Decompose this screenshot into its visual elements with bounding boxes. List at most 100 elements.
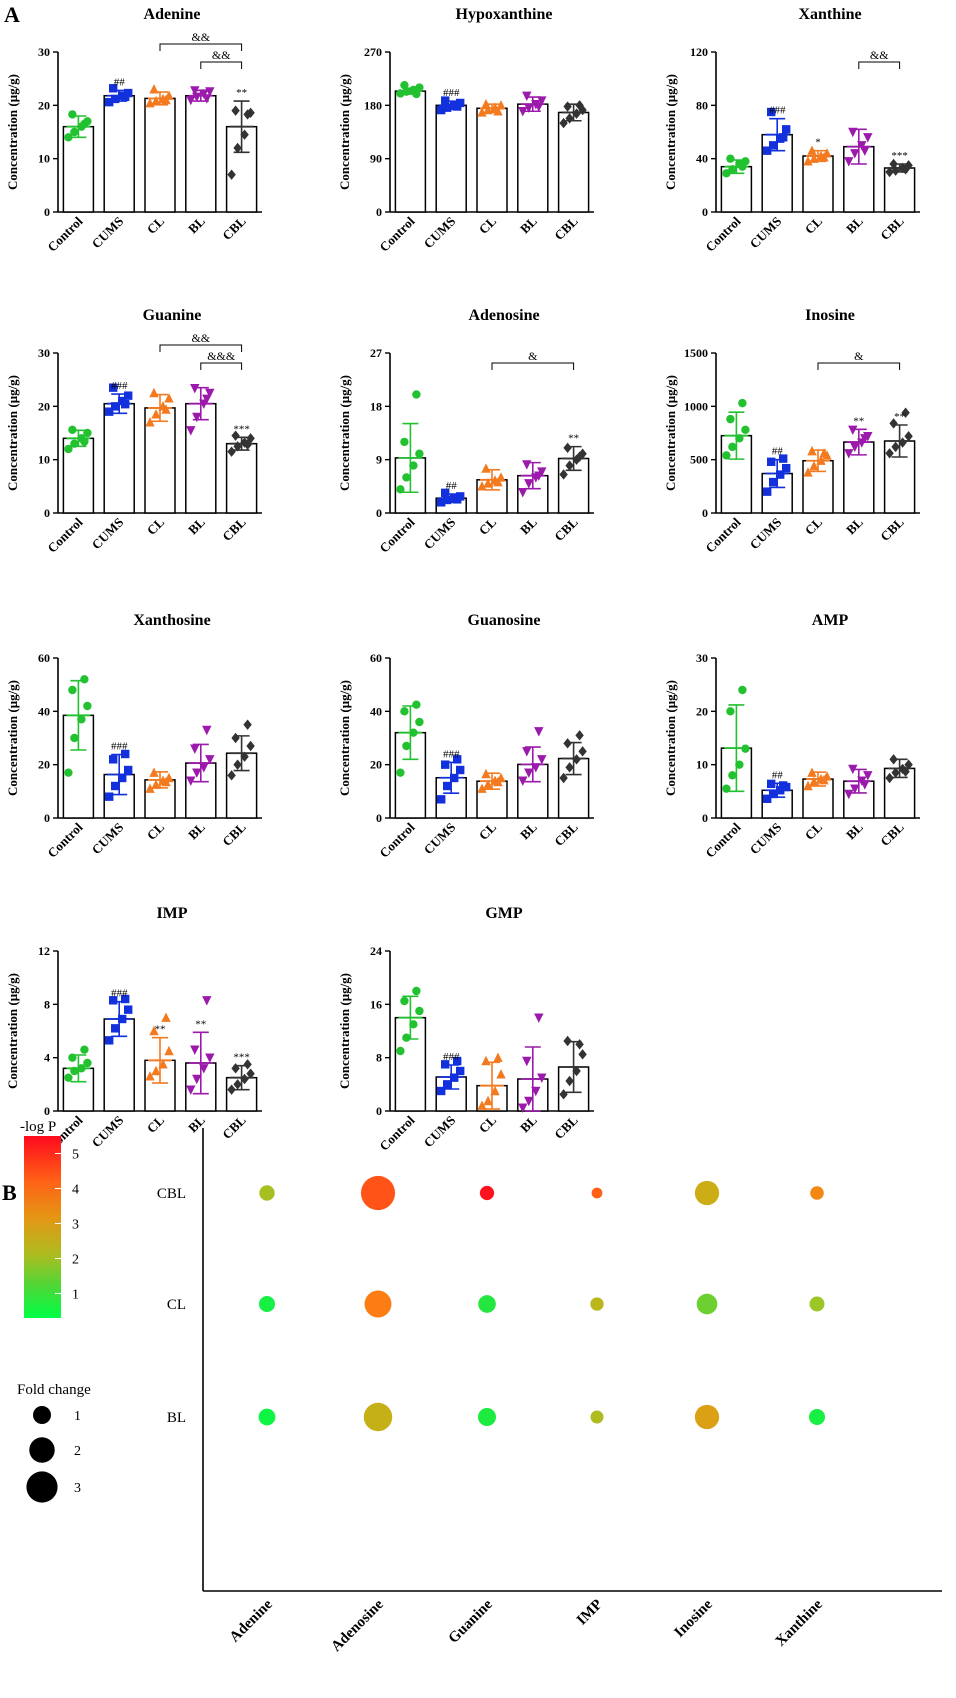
data-point: [565, 113, 574, 124]
data-point: [121, 994, 130, 1004]
y-axis-label: Concentration (μg/g): [337, 973, 352, 1089]
data-point: [496, 1069, 506, 1079]
data-point: [524, 1096, 534, 1107]
data-point: [124, 1005, 133, 1014]
data-point: [726, 154, 735, 163]
significance-label: ###: [111, 741, 128, 753]
significance-label: ##: [114, 76, 126, 88]
data-point: [738, 398, 747, 408]
data-point: [190, 86, 200, 96]
data-point: [396, 1046, 405, 1056]
data-point: [240, 129, 249, 140]
data-point: [202, 725, 212, 736]
bubble-cbl-inosine: [694, 1180, 720, 1206]
x-tick-label: Control: [702, 514, 743, 555]
data-point: [164, 393, 174, 403]
data-point: [493, 1052, 503, 1062]
data-point: [83, 701, 92, 711]
data-point: [807, 445, 817, 456]
x-tick-label: Control: [376, 819, 417, 860]
data-point: [559, 1089, 568, 1100]
y-axis-label: Concentration (μg/g): [5, 973, 20, 1089]
x-tick-label: BL: [185, 514, 208, 537]
bar-cums: [103, 402, 135, 514]
y-axis-label: Concentration (μg/g): [5, 74, 20, 190]
y-tick-label: 8: [44, 997, 50, 1011]
data-point: [80, 437, 89, 446]
data-point: [199, 89, 209, 99]
data-point: [901, 766, 910, 777]
data-point: [741, 744, 750, 753]
bubble-bl-adenosine: [363, 1402, 393, 1432]
data-point: [64, 133, 73, 142]
significance-label: **: [195, 1018, 206, 1030]
data-point: [145, 417, 155, 427]
x-tick-label: BL: [843, 819, 866, 842]
data-point: [400, 996, 409, 1006]
data-point: [803, 780, 813, 791]
x-tick-label: Control: [376, 514, 417, 555]
bar-bl: [517, 103, 549, 213]
significance-label: ***: [233, 1052, 250, 1064]
data-point: [728, 165, 737, 174]
data-point: [227, 169, 236, 180]
bubble-x-label: Guanine: [446, 1596, 496, 1646]
data-point: [205, 1053, 215, 1063]
y-tick-label: 0: [702, 205, 708, 219]
x-tick-label: CBL: [551, 1112, 581, 1142]
comparison-bracket: [159, 43, 243, 51]
x-tick-label: CBL: [551, 514, 581, 544]
data-point: [477, 107, 487, 117]
x-tick-label: CBL: [219, 213, 249, 243]
x-tick-label: CUMS: [421, 1113, 459, 1151]
data-point: [898, 437, 907, 448]
data-point: [77, 1064, 86, 1073]
bar-cbl: [557, 111, 590, 213]
data-point: [441, 488, 450, 498]
data-point: [453, 102, 462, 111]
x-tick-label: Control: [376, 213, 417, 254]
bar-chart-adenine: Adenine Concentration (μg/g) 0 10 20 30 Contro…: [5, 6, 262, 255]
data-point: [863, 771, 873, 781]
size-legend-label: 2: [74, 1444, 81, 1459]
data-point: [767, 457, 776, 466]
data-point: [456, 1066, 465, 1076]
data-point: [109, 996, 118, 1005]
y-axis-label: Concentration (μg/g): [5, 680, 20, 796]
significance-label: **: [894, 411, 905, 423]
data-point: [534, 727, 544, 737]
x-tick-label: BL: [517, 514, 540, 537]
data-point: [124, 391, 133, 400]
data-point: [537, 755, 547, 765]
colorbar: [24, 1136, 61, 1318]
bubble-x-label: Adenine: [227, 1596, 276, 1645]
x-tick-label: CBL: [551, 213, 581, 243]
data-point: [402, 1033, 411, 1042]
comparison-bracket: [817, 362, 901, 370]
x-tick-label: CBL: [219, 819, 249, 849]
data-point: [109, 383, 118, 392]
bubble-bl-adenine: [258, 1408, 276, 1426]
data-point: [240, 1073, 249, 1085]
data-point: [186, 1085, 196, 1095]
y-tick-label: 40: [370, 704, 382, 718]
bubble-cbl-adenosine: [360, 1175, 396, 1211]
y-tick-label: 30: [696, 651, 708, 665]
colorbar-tick-label: 3: [72, 1218, 79, 1233]
data-point: [161, 1012, 171, 1022]
data-point: [889, 754, 898, 765]
x-tick-label: BL: [185, 1112, 208, 1135]
y-axis-label: Concentration (μg/g): [663, 375, 678, 491]
data-point: [402, 741, 411, 751]
data-point: [819, 152, 829, 162]
comparison-bracket: [200, 362, 243, 370]
data-point: [441, 1060, 450, 1069]
bubble-cl-adenosine: [364, 1290, 392, 1318]
data-point: [819, 448, 829, 458]
data-point: [199, 1064, 209, 1074]
x-tick-label: CUMS: [421, 214, 459, 252]
y-tick-label: 60: [370, 651, 382, 665]
y-tick-label: 20: [370, 758, 382, 772]
data-point: [77, 715, 86, 724]
y-tick-label: 0: [376, 811, 382, 825]
